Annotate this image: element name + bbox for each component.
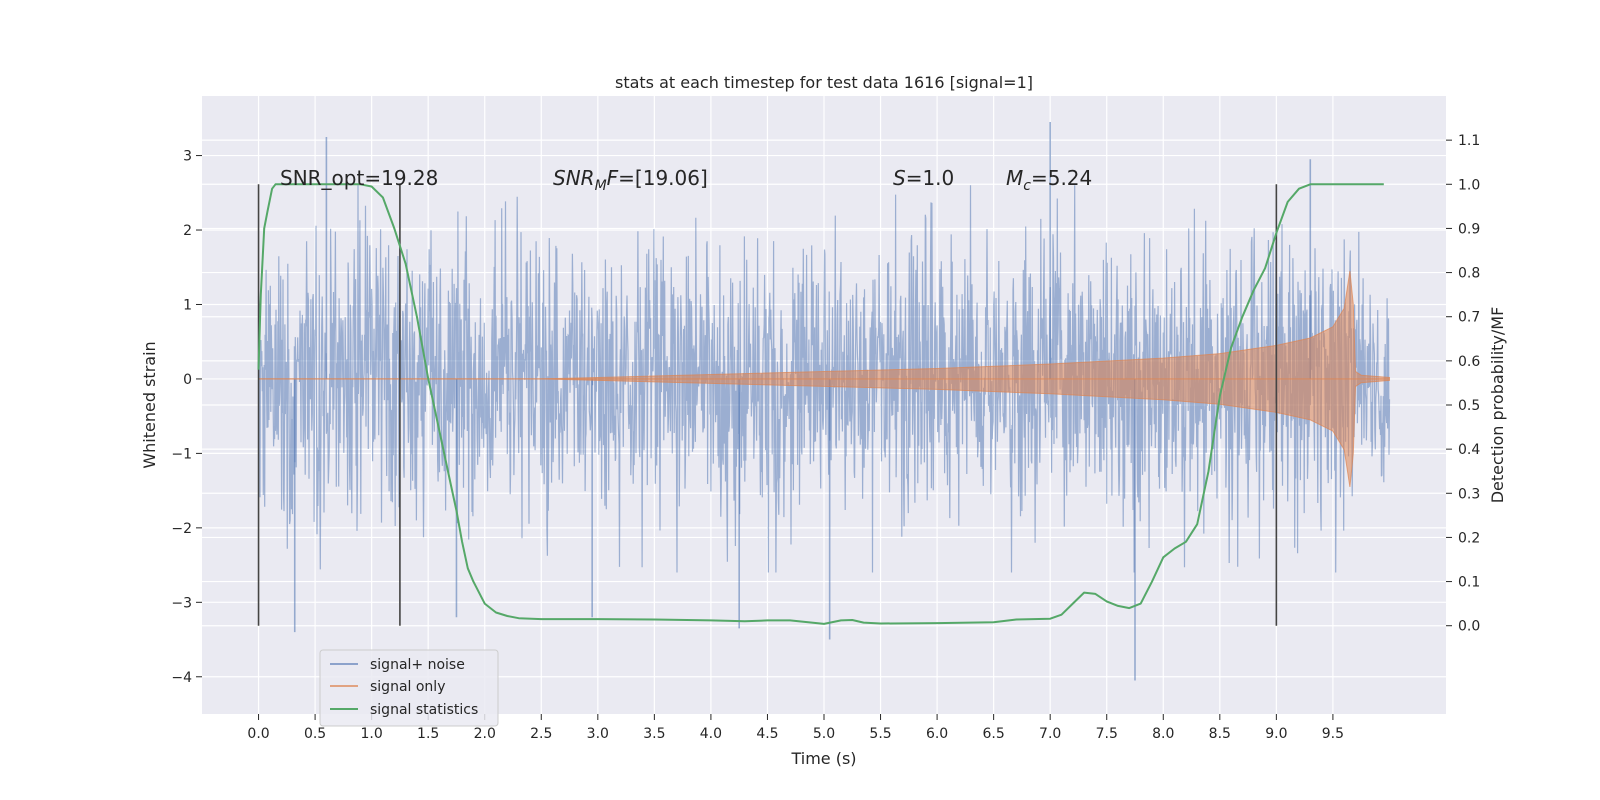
y-right-tick-10: 0.1 — [1458, 575, 1480, 591]
y-right-tick-5: 0.6 — [1458, 354, 1480, 370]
y-right-tick-8: 0.3 — [1458, 486, 1480, 502]
legend-box — [319, 649, 499, 727]
y-right-tick-0: 1.1 — [1458, 133, 1480, 149]
statistic-series — [257, 183, 1384, 625]
noise-series — [257, 122, 1391, 681]
y-right-tick-2: 0.9 — [1458, 221, 1480, 237]
x-tick-5: 2.5 — [530, 726, 552, 742]
x-tick-16: 8.0 — [1152, 726, 1174, 742]
y-right-tick-11: 0.0 — [1458, 619, 1480, 635]
legend: signal+ noise signal only signal statist… — [319, 649, 499, 727]
right-y-axis-label: Detection probability/MF — [1488, 307, 1507, 504]
left-y-tick-labels: 3 2 1 0 −1 −2 −3 −4 — [171, 149, 202, 686]
chart-title: stats at each timestep for test data 161… — [615, 73, 1033, 92]
x-tick-4: 2.0 — [474, 726, 496, 742]
signal-series — [258, 270, 1390, 487]
mc-annotation: Mc=5.24 — [1006, 166, 1092, 194]
x-tick-18: 9.0 — [1265, 726, 1287, 742]
x-tick-2: 1.0 — [361, 726, 383, 742]
legend-label-statistic: signal statistics — [370, 702, 478, 718]
x-tick-10: 5.0 — [813, 726, 835, 742]
y-left-tick-1: 2 — [183, 223, 192, 239]
y-right-tick-1: 1.0 — [1458, 177, 1480, 193]
x-tick-8: 4.0 — [700, 726, 722, 742]
legend-label-signal: signal only — [370, 679, 445, 695]
left-y-axis-label: Whitened strain — [140, 341, 159, 468]
y-right-tick-4: 0.7 — [1458, 310, 1480, 326]
noise-line — [257, 185, 1391, 573]
y-left-tick-5: −2 — [171, 521, 192, 537]
x-tick-12: 6.0 — [926, 726, 948, 742]
x-tick-17: 8.5 — [1209, 726, 1231, 742]
y-left-tick-3: 0 — [183, 372, 192, 388]
y-left-tick-7: −4 — [171, 670, 192, 686]
snr-mf-annotation: SNRMF=[19.06] — [553, 166, 708, 194]
x-tick-13: 6.5 — [983, 726, 1005, 742]
x-tick-0: 0.0 — [247, 726, 269, 742]
y-left-tick-4: −1 — [171, 446, 192, 462]
x-tick-15: 7.5 — [1096, 726, 1118, 742]
legend-label-noise: signal+ noise — [370, 657, 465, 673]
x-tick-7: 3.5 — [643, 726, 665, 742]
right-y-tick-labels: 1.1 1.0 0.9 0.8 0.7 0.6 0.5 0.4 0.3 0.2 0.1 0.0 — [1446, 133, 1480, 635]
snr-opt-annotation: SNR_opt=19.28 — [280, 166, 438, 190]
y-right-tick-9: 0.2 — [1458, 530, 1480, 546]
x-tick-19: 9.5 — [1322, 726, 1344, 742]
vertical-markers — [257, 184, 1278, 626]
x-tick-1: 0.5 — [304, 726, 326, 742]
x-tick-labels: 0.0 0.5 1.0 1.5 2.0 2.5 3.0 3.5 4.0 4.5 5.0 5.5 6.0 6… — [247, 714, 1344, 742]
y-right-tick-7: 0.4 — [1458, 442, 1480, 458]
s-annotation: S=1.0 — [893, 166, 954, 190]
y-right-tick-3: 0.8 — [1458, 266, 1480, 282]
y-right-tick-6: 0.5 — [1458, 398, 1480, 414]
x-tick-14: 7.0 — [1039, 726, 1061, 742]
y-left-tick-0: 3 — [183, 149, 192, 165]
x-axis-label: Time (s) — [790, 749, 856, 768]
x-tick-9: 4.5 — [756, 726, 778, 742]
x-tick-6: 3.0 — [587, 726, 609, 742]
x-tick-3: 1.5 — [417, 726, 439, 742]
y-left-tick-2: 1 — [183, 297, 192, 313]
statistic-line — [257, 183, 1384, 625]
y-left-tick-6: −3 — [171, 595, 192, 611]
x-tick-11: 5.5 — [869, 726, 891, 742]
